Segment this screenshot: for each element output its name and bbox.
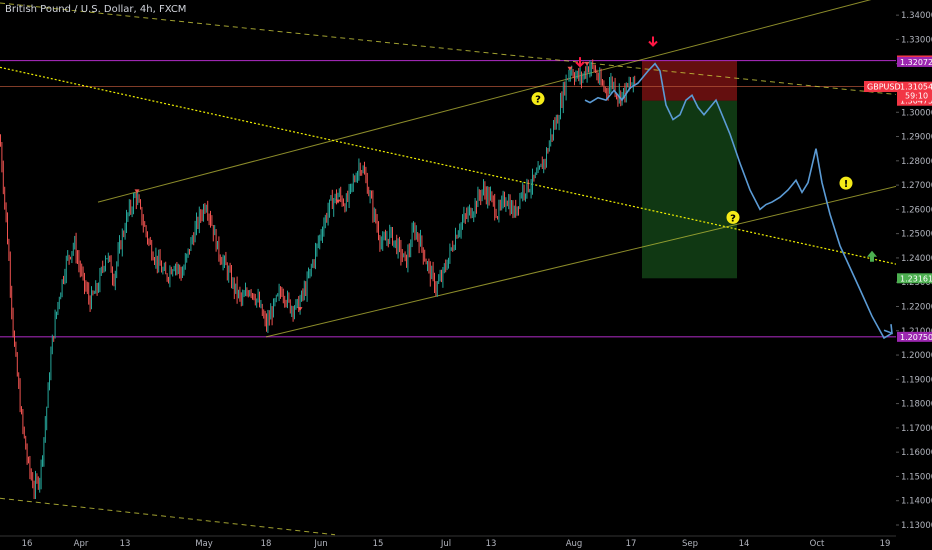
y-tick-label: 1.15000 (901, 472, 932, 482)
countdown-badge (897, 90, 932, 101)
chart-title: British Pound / U.S. Dollar, 4h, FXCM (5, 4, 187, 15)
solid-trendline (265, 185, 896, 338)
price-axis: 1.13000 1.14000 1.15000 1.16000 1.17000 1.180… (864, 11, 932, 531)
y-tick-label: 1.29000 (901, 133, 932, 143)
y-tick-label: 1.18000 (901, 400, 932, 410)
x-tick-label: May (195, 539, 213, 549)
price-badge-label: 1.20750 (900, 333, 932, 342)
price-badge-label: 1.31054 (900, 83, 932, 92)
y-tick-label: 1.14000 (901, 497, 932, 507)
plot-area: ??! (0, 0, 896, 536)
arrow-down-icon (648, 36, 658, 47)
x-tick-label: Jul (440, 539, 451, 549)
symbol-badge (864, 81, 897, 93)
countdown-label: 59:10 (905, 92, 928, 101)
x-tick-label: 16 (22, 539, 33, 549)
y-tick-label: 1.27000 (901, 181, 932, 191)
x-tick-label: Aug (566, 539, 583, 549)
dotted-trendline (0, 66, 896, 265)
y-tick-label: 1.28000 (901, 157, 932, 167)
y-tick-label: 1.25000 (901, 230, 932, 240)
question-marker-label: ? (535, 95, 541, 106)
dashed-trendline (0, 2, 896, 96)
exclamation-marker-label: ! (844, 179, 849, 190)
y-tick-label: 1.21000 (901, 327, 932, 337)
x-tick-label: 13 (486, 539, 497, 549)
candles (0, 59, 636, 500)
price-badge (897, 331, 932, 342)
arrow-down-icon (575, 57, 585, 68)
small-down-arrow-icon (567, 66, 573, 71)
price-badge (897, 56, 932, 67)
y-tick-label: 1.20000 (901, 351, 932, 361)
x-tick-label: Oct (810, 539, 825, 549)
question-marker (726, 210, 740, 224)
x-tick-label: 14 (739, 539, 750, 549)
take-profit-zone (642, 100, 737, 279)
x-tick-label: Jun (313, 539, 327, 549)
y-tick-label: 1.16000 (901, 448, 932, 458)
price-badge-label: 1.32072 (900, 58, 932, 67)
x-tick-label: 19 (880, 539, 891, 549)
question-marker-label: ? (730, 213, 736, 224)
price-badge-label: 1.23161 (900, 274, 932, 283)
x-tick-label: 17 (626, 539, 637, 549)
question-marker (531, 92, 545, 106)
time-axis: 16 Apr 13 May 18 Jun 15 Jul 13 Aug 17 Sep 14 Oct 19 (0, 535, 896, 549)
symbol-badge-label: GBPUSD (867, 83, 901, 92)
small-down-arrow-icon (335, 199, 341, 204)
x-tick-label: 13 (120, 539, 131, 549)
exclamation-marker (839, 176, 853, 190)
y-tick-label: 1.26000 (901, 205, 932, 215)
price-badge (897, 273, 932, 284)
price-badge-label: 1.30475 (900, 97, 932, 106)
y-tick-label: 1.24000 (901, 254, 932, 264)
y-tick-label: 1.17000 (901, 424, 932, 434)
small-down-arrow-icon (134, 189, 140, 194)
projection-arrowhead (883, 324, 893, 335)
x-tick-label: 18 (261, 539, 272, 549)
x-tick-label: 15 (373, 539, 384, 549)
y-tick-label: 1.22000 (901, 302, 932, 312)
y-tick-label: 1.33000 (901, 35, 932, 45)
y-tick-label: 1.30000 (901, 108, 932, 118)
y-tick-label: 1.34000 (901, 11, 932, 21)
solid-trendline (97, 0, 872, 203)
y-tick-label: 1.19000 (901, 375, 932, 385)
price-badge (897, 81, 932, 92)
small-down-arrow-icon (584, 61, 590, 66)
projection-path (584, 62, 893, 340)
x-tick-label: Sep (682, 539, 698, 549)
x-tick-label: Apr (74, 539, 89, 549)
dashed-trendline (0, 497, 336, 536)
y-tick-label: 1.13000 (901, 521, 932, 531)
small-down-arrow-icon (297, 307, 303, 312)
arrow-up-icon (867, 250, 877, 262)
